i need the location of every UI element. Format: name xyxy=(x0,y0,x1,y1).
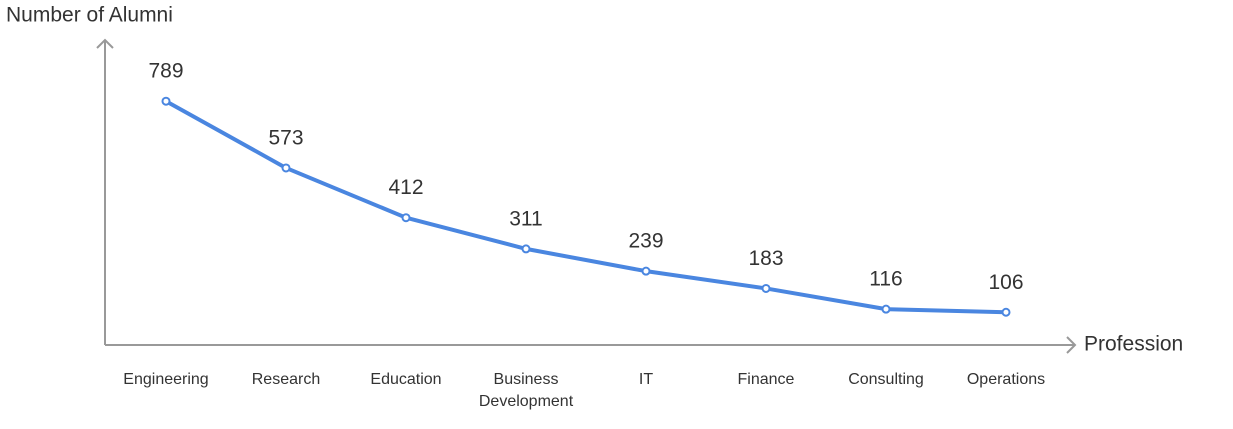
x-tick-label: Consulting xyxy=(848,371,924,388)
value-label: 106 xyxy=(988,271,1023,294)
x-tick-label: Business Development xyxy=(478,371,574,410)
y-axis-arrow xyxy=(96,38,114,49)
value-label: 789 xyxy=(148,60,183,83)
point xyxy=(401,213,411,223)
point xyxy=(281,163,291,173)
x-tick-label: Research xyxy=(251,371,321,388)
point xyxy=(161,96,171,106)
x-tick-label: Education xyxy=(370,371,442,388)
value-label: 412 xyxy=(388,176,423,199)
value-label: 311 xyxy=(509,207,542,230)
y-axis-label: Number of Alumni xyxy=(6,4,173,27)
point xyxy=(521,244,531,254)
x-tick-label: Finance xyxy=(737,371,795,388)
value-label: 573 xyxy=(268,126,303,149)
x-axis-arrow xyxy=(1066,336,1077,354)
value-label: 183 xyxy=(748,247,783,270)
point xyxy=(641,266,651,276)
point xyxy=(881,304,891,314)
x-tick-label: Engineering xyxy=(123,371,209,388)
point xyxy=(1001,307,1011,317)
x-axis-label: Profession xyxy=(1084,333,1183,356)
line xyxy=(165,99,1007,315)
point xyxy=(761,283,771,293)
value-label: 116 xyxy=(869,268,902,291)
value-label: 239 xyxy=(628,230,663,253)
x-tick-label: Operations xyxy=(966,371,1046,388)
x-tick-label: IT xyxy=(638,371,654,388)
